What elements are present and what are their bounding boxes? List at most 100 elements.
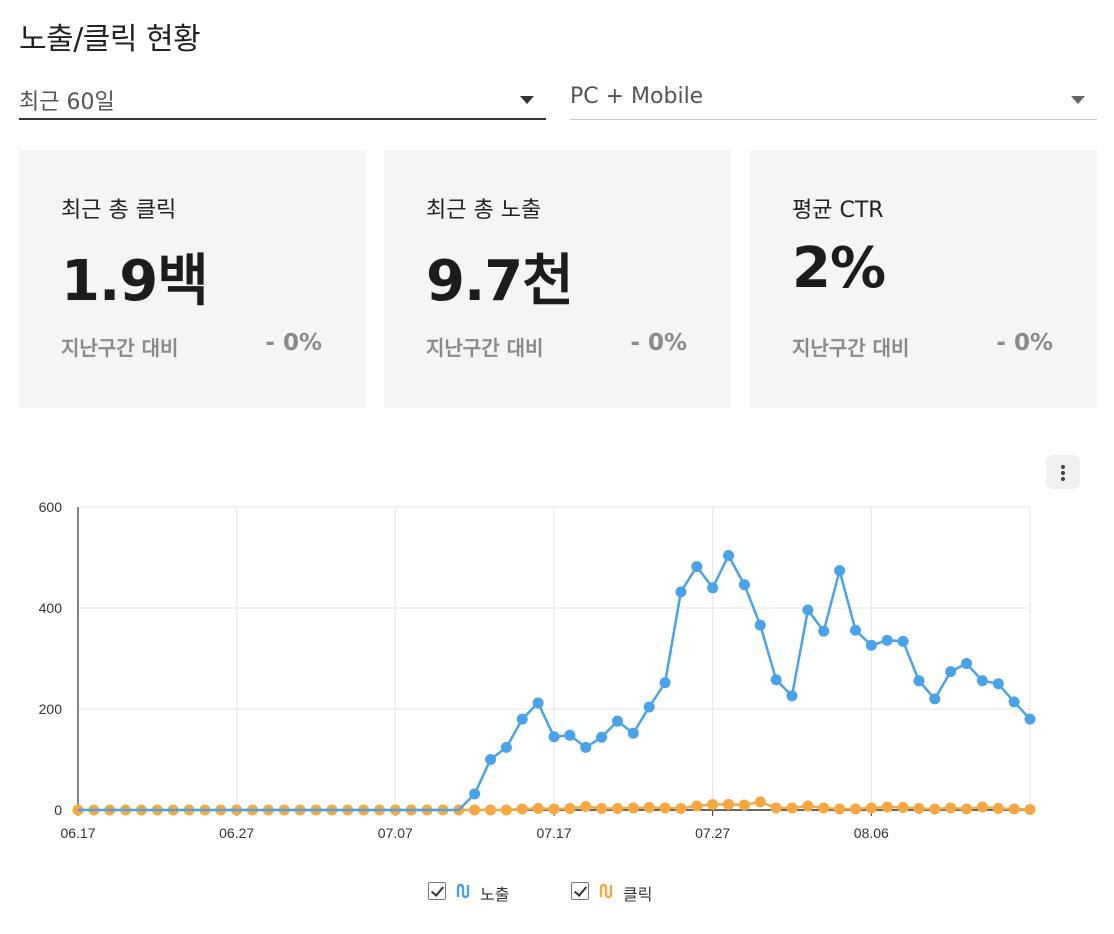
data-point — [580, 741, 592, 753]
data-point — [627, 802, 639, 814]
data-point — [596, 802, 608, 814]
data-point — [913, 802, 925, 814]
chevron-down-icon — [1071, 96, 1085, 104]
x-tick-label: 08.06 — [854, 825, 889, 841]
data-point — [754, 619, 766, 631]
more-vertical-icon — [1061, 465, 1065, 469]
data-point — [532, 697, 544, 709]
data-point — [929, 693, 941, 705]
device-select-value: PC + Mobile — [570, 84, 704, 109]
card-compare-label: 지난구간 대비 — [792, 336, 910, 360]
data-point — [976, 801, 988, 813]
data-point — [865, 802, 877, 814]
chart-legend: 노출 클릭 — [0, 880, 1114, 906]
data-point — [770, 802, 782, 814]
data-point — [754, 796, 766, 808]
data-point — [500, 741, 512, 753]
data-point — [1024, 803, 1036, 815]
card-value: 2% — [792, 236, 886, 301]
data-point — [992, 802, 1004, 814]
data-point — [611, 715, 623, 727]
data-point — [913, 675, 925, 687]
data-point — [596, 731, 608, 743]
data-point — [532, 802, 544, 814]
card-average-ctr: 평균 CTR 2% 지난구간 대비 - 0% — [750, 150, 1097, 408]
chevron-down-icon — [520, 96, 534, 104]
data-point — [659, 677, 671, 689]
x-tick-label: 07.17 — [536, 825, 571, 841]
data-point — [834, 565, 846, 577]
data-point — [564, 802, 576, 814]
card-label: 평균 CTR — [792, 198, 884, 223]
data-point — [770, 674, 782, 686]
data-point — [691, 561, 703, 573]
y-tick-label: 600 — [39, 499, 63, 515]
data-point — [548, 803, 560, 815]
legend-label: 클릭 — [623, 885, 653, 904]
y-tick-label: 0 — [54, 802, 62, 818]
legend-label: 노출 — [480, 885, 510, 904]
data-point — [802, 800, 814, 812]
x-tick-label: 06.17 — [60, 825, 95, 841]
data-point — [627, 727, 639, 739]
card-value: 1.9백 — [61, 249, 209, 314]
data-point — [738, 799, 750, 811]
data-point — [849, 624, 861, 636]
more-vertical-icon-dot — [1061, 471, 1065, 475]
data-point — [961, 803, 973, 815]
card-label: 최근 총 노출 — [426, 198, 542, 223]
data-point — [643, 801, 655, 813]
card-change: - 0% — [265, 330, 322, 356]
x-tick-label: 07.27 — [695, 825, 730, 841]
data-point — [611, 802, 623, 814]
data-point — [818, 802, 830, 814]
data-point — [1008, 803, 1020, 815]
line-series-icon — [456, 883, 470, 899]
line-series-icon — [599, 883, 613, 899]
y-tick-label: 400 — [39, 600, 63, 616]
page-title: 노출/클릭 현황 — [19, 22, 201, 57]
y-tick-label: 200 — [39, 701, 63, 717]
chart-menu-button[interactable] — [1046, 455, 1080, 489]
data-point — [945, 802, 957, 814]
data-point — [659, 802, 671, 814]
device-select[interactable]: PC + Mobile — [570, 80, 1097, 120]
data-point — [723, 798, 735, 810]
data-point — [786, 802, 798, 814]
checkbox-checked-icon[interactable] — [571, 882, 589, 900]
data-point — [548, 731, 560, 743]
data-point — [929, 803, 941, 815]
data-point — [738, 579, 750, 591]
data-point — [897, 801, 909, 813]
card-change: - 0% — [996, 330, 1053, 356]
data-point — [897, 635, 909, 647]
data-point — [881, 634, 893, 646]
data-point — [1008, 696, 1020, 708]
data-point — [849, 803, 861, 815]
card-total-clicks: 최근 총 클릭 1.9백 지난구간 대비 - 0% — [19, 150, 366, 408]
data-point — [691, 800, 703, 812]
data-point — [992, 678, 1004, 690]
data-point — [580, 800, 592, 812]
data-point — [485, 804, 497, 816]
data-point — [707, 798, 719, 810]
card-compare-label: 지난구간 대비 — [61, 336, 179, 360]
checkbox-checked-icon[interactable] — [428, 882, 446, 900]
data-point — [707, 582, 719, 594]
data-point — [976, 675, 988, 687]
data-point — [1024, 713, 1036, 725]
more-vertical-icon-dot — [1061, 477, 1065, 481]
data-point — [516, 803, 528, 815]
period-select[interactable]: 최근 60일 — [19, 80, 546, 120]
data-point — [469, 788, 481, 800]
data-point — [675, 802, 687, 814]
data-point — [564, 729, 576, 741]
period-select-value: 최근 60일 — [19, 90, 115, 115]
card-value: 9.7천 — [426, 249, 574, 314]
data-point — [945, 666, 957, 678]
data-point — [961, 658, 973, 670]
data-point — [802, 604, 814, 616]
data-point — [469, 804, 481, 816]
data-point — [500, 804, 512, 816]
data-point — [516, 713, 528, 725]
